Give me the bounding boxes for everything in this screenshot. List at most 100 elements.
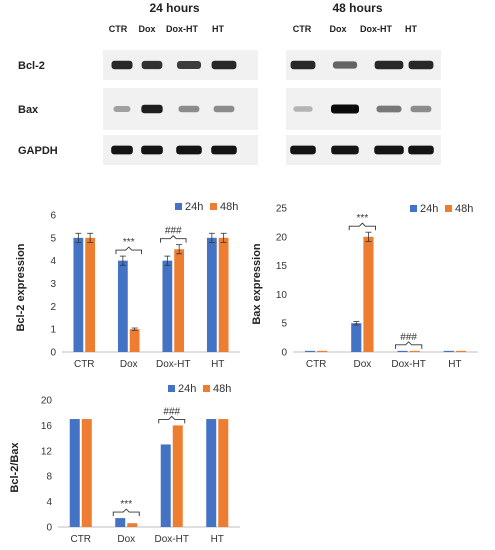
bar [73, 237, 84, 352]
bar [162, 260, 173, 352]
significance-label: ### [400, 332, 417, 343]
blot-lane-label: HT [405, 24, 417, 34]
y-tick-label: 5 [50, 233, 56, 244]
bax-expression-chart: 0 5 10 15 20 25 Bax expression CTR Dox Dox-HT HT **… [251, 203, 478, 370]
significance-label: *** [357, 213, 369, 224]
bar [81, 419, 92, 527]
blot-band [111, 60, 133, 70]
blot-lane-label: CTR [293, 24, 312, 34]
bar [443, 350, 454, 352]
legend-label: 24h [420, 203, 438, 215]
blot-band [290, 145, 316, 155]
blot-band [211, 145, 237, 155]
bar [397, 350, 408, 352]
significance-label: *** [120, 499, 132, 510]
western-blot: 24 hours CTR Dox Dox-HT HT 48 hours CTR Dox Dox-… [18, 1, 441, 165]
x-tick-label: CTR [306, 359, 327, 370]
bcl2-bax-ratio-chart: 0 4 8 12 16 20 Bcl-2/Bax CTR Dox Dox-HT HT *** ### 24… [9, 383, 240, 545]
bar [218, 237, 229, 352]
y-axis-label: Bcl-2/Bax [9, 442, 21, 493]
bar [160, 444, 171, 527]
significance-label: ### [163, 406, 180, 417]
bar [172, 425, 183, 527]
blot-row-label: Bcl-2 [18, 60, 45, 72]
blot-band [331, 104, 359, 114]
blot-row-label: GAPDH [18, 145, 58, 157]
y-tick-label: 0 [46, 523, 52, 534]
blot-band [176, 61, 202, 69]
y-tick-label: 0 [50, 348, 56, 359]
bar [351, 323, 362, 352]
y-tick-label: 8 [46, 472, 52, 483]
blot-band [213, 105, 235, 113]
blot-lane-label: Dox [138, 24, 155, 34]
bar [409, 350, 420, 352]
blot-band [141, 60, 163, 70]
significance-bracket [348, 222, 376, 231]
blot-band [141, 145, 163, 155]
blot-lane-label: Dox-HT [360, 24, 392, 34]
blot-band [374, 145, 404, 155]
x-tick-label: HT [211, 359, 224, 370]
bar [85, 237, 96, 352]
y-tick-label: 0 [281, 348, 287, 359]
y-tick-label: 3 [50, 279, 56, 290]
blot-lane-label: Dox [329, 24, 346, 34]
y-tick-label: 12 [41, 446, 53, 457]
bar [117, 260, 128, 352]
blot-band [408, 145, 434, 155]
legend-swatch [203, 385, 210, 392]
blot-band [111, 145, 133, 155]
bar [69, 419, 80, 527]
blot-band [293, 106, 313, 112]
significance-bracket [158, 415, 186, 424]
blot-band [410, 105, 432, 113]
bar [127, 523, 138, 527]
y-tick-label: 20 [276, 232, 288, 243]
significance-label: ### [165, 226, 182, 237]
bar [455, 350, 467, 352]
bar [218, 419, 229, 527]
significance-bracket [395, 341, 423, 349]
significance-bracket [112, 508, 140, 517]
x-tick-label: Dox [120, 359, 138, 370]
x-tick-label: HT [211, 534, 224, 545]
y-tick-label: 25 [276, 204, 288, 215]
x-tick-label: CTR [74, 359, 95, 370]
blot-row-label: Bax [18, 104, 39, 116]
y-tick-label: 6 [50, 211, 56, 222]
blot-band [290, 60, 316, 70]
significance-bracket [115, 246, 142, 255]
blot-band [176, 145, 202, 155]
bar [115, 518, 126, 527]
bar [363, 236, 374, 352]
blot-band [211, 60, 237, 70]
blot-band [376, 105, 402, 113]
y-axis-label: Bcl-2 expression [15, 243, 27, 331]
bcl2-expression-chart: 0 1 2 3 4 5 6 Bcl-2 expression CTR Dox Dox-HT HT ***… [15, 201, 240, 370]
x-tick-label: Dox [353, 359, 371, 370]
y-tick-label: 4 [46, 497, 52, 508]
y-tick-label: 20 [41, 396, 53, 407]
bar [174, 249, 185, 352]
blot-band [178, 105, 200, 113]
y-tick-label: 5 [281, 319, 287, 330]
legend-label: 48h [220, 201, 238, 213]
bar [129, 329, 140, 352]
blot-band [332, 61, 358, 69]
x-tick-label: Dox-HT [155, 534, 189, 545]
legend-swatch [175, 203, 182, 210]
x-tick-label: HT [448, 359, 461, 370]
blot-band [331, 145, 359, 155]
blot-panel-title: 48 hours [332, 1, 382, 15]
x-tick-label: CTR [70, 534, 91, 545]
x-tick-label: Dox [117, 534, 135, 545]
significance-label: *** [123, 237, 135, 248]
y-axis-label: Bax expression [251, 243, 263, 325]
legend-swatch [168, 385, 175, 392]
blot-band [408, 60, 434, 70]
blot-band [141, 104, 163, 114]
legend-label: 24h [185, 201, 203, 213]
bar [206, 419, 217, 527]
